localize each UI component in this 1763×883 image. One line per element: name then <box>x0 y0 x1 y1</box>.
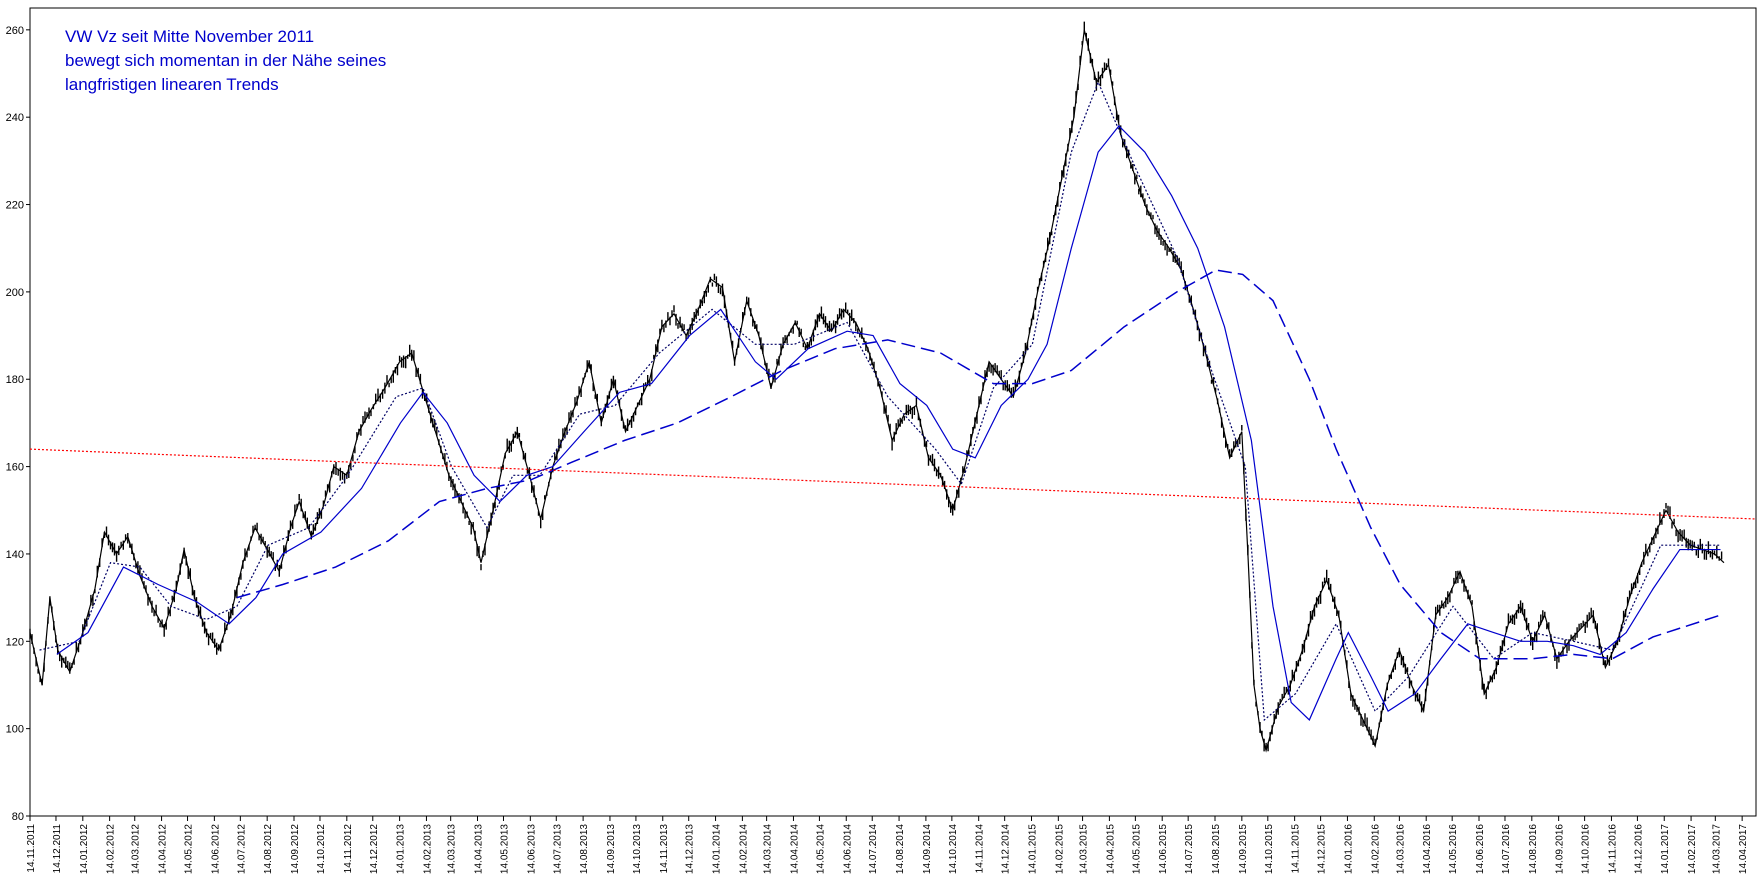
x-tick-label: 14.02.2012 <box>106 824 117 874</box>
y-tick-label: 200 <box>6 287 24 299</box>
x-tick-label: 14.05.2016 <box>1448 824 1459 874</box>
x-tick-label: 14.07.2016 <box>1501 824 1512 874</box>
x-tick-label: 14.12.2015 <box>1317 824 1328 874</box>
price-series <box>29 21 1725 753</box>
x-tick-label: 14.04.2016 <box>1422 824 1433 874</box>
x-tick-label: 14.08.2013 <box>579 824 590 874</box>
y-tick-label: 160 <box>6 462 24 474</box>
x-tick-label: 14.07.2012 <box>236 824 247 874</box>
chart-series <box>29 21 1757 753</box>
x-tick-label: 14.04.2012 <box>158 824 169 874</box>
x-tick-label: 14.09.2012 <box>290 824 301 874</box>
x-tick-label: 14.01.2013 <box>396 824 407 874</box>
x-tick-label: 14.12.2014 <box>1001 824 1012 874</box>
annotation-line-2: bewegt sich momentan in der Nähe seines <box>65 51 386 70</box>
y-tick-label: 140 <box>6 549 24 561</box>
x-tick-label: 14.09.2013 <box>606 824 617 874</box>
x-tick-label: 14.11.2013 <box>659 824 670 874</box>
x-tick-label: 14.05.2013 <box>499 824 510 874</box>
x-tick-label: 14.08.2014 <box>895 824 906 874</box>
x-tick-label: 14.08.2012 <box>263 824 274 874</box>
y-tick-label: 220 <box>6 200 24 212</box>
x-tick-label: 14.05.2014 <box>815 824 826 874</box>
x-tick-label: 14.09.2015 <box>1238 824 1249 874</box>
medium-moving-average-line <box>56 125 1721 721</box>
y-tick-label: 80 <box>12 811 24 823</box>
x-tick-label: 14.03.2017 <box>1711 824 1722 874</box>
x-tick-label: 14.04.2015 <box>1105 824 1116 874</box>
x-tick-label: 14.02.2015 <box>1054 824 1065 874</box>
x-tick-label: 14.05.2012 <box>184 824 195 874</box>
x-tick-label: 14.09.2016 <box>1555 824 1566 874</box>
x-tick-label: 14.06.2012 <box>210 824 221 874</box>
plot-frame <box>29 7 1757 817</box>
x-tick-label: 14.05.2015 <box>1131 824 1142 874</box>
x-tick-label: 14.06.2016 <box>1475 824 1486 874</box>
x-tick-label: 14.10.2012 <box>316 824 327 874</box>
x-tick-label: 14.11.2011 <box>26 824 37 873</box>
price-line <box>29 29 1725 753</box>
annotation-line-3: langfristigen linearen Trends <box>65 75 279 94</box>
y-tick-label: 260 <box>6 25 24 37</box>
x-tick-label: 14.08.2015 <box>1211 824 1222 874</box>
x-tick-label: 14.06.2014 <box>842 824 853 874</box>
price-bars <box>29 21 1723 752</box>
x-tick-label: 14.03.2016 <box>1395 824 1406 874</box>
x-tick-label: 14.02.2013 <box>422 824 433 874</box>
x-axis: 14.11.2011 14.12.2011 14.01.2012 14.02.2012… <box>26 816 1749 874</box>
chart-axes <box>29 7 1757 817</box>
y-tick-label: 120 <box>6 636 24 648</box>
x-tick-label: 14.01.2014 <box>712 824 723 874</box>
x-tick-label: 14.12.2013 <box>685 824 696 874</box>
y-tick-label: 180 <box>6 374 24 386</box>
x-tick-label: 14.04.2013 <box>474 824 485 874</box>
x-tick-label: 14.12.2011 <box>52 824 63 874</box>
x-tick-label: 14.10.2015 <box>1264 824 1275 874</box>
x-tick-label: 14.01.2016 <box>1343 824 1354 874</box>
x-tick-label: 14.02.2016 <box>1370 824 1381 874</box>
x-tick-label: 14.11.2016 <box>1607 824 1618 874</box>
x-tick-label: 14.04.2017 <box>1738 824 1749 874</box>
y-axis: 80 100 120 140 160 180 200 220 240 260 <box>6 25 30 823</box>
x-tick-label: 14.01.2017 <box>1660 824 1671 874</box>
x-tick-label: 14.12.2016 <box>1633 824 1644 874</box>
x-tick-label: 14.04.2014 <box>789 824 800 874</box>
x-tick-label: 14.07.2015 <box>1184 824 1195 874</box>
x-tick-label: 14.01.2015 <box>1027 824 1038 874</box>
x-tick-label: 14.02.2014 <box>738 824 749 874</box>
x-tick-label: 14.10.2013 <box>632 824 643 874</box>
annotation-line-1: VW Vz seit Mitte November 2011 <box>65 27 314 46</box>
linear-trend-line <box>29 448 1757 520</box>
x-tick-label: 14.07.2014 <box>868 824 879 874</box>
x-tick-label: 14.11.2015 <box>1291 824 1302 874</box>
x-tick-label: 14.11.2012 <box>343 824 354 874</box>
x-tick-label: 14.07.2013 <box>552 824 563 874</box>
x-tick-label: 14.09.2014 <box>922 824 933 874</box>
y-tick-label: 240 <box>6 112 24 124</box>
x-tick-label: 14.03.2013 <box>447 824 458 874</box>
x-tick-label: 14.12.2012 <box>369 824 380 874</box>
y-tick-label: 100 <box>6 724 24 736</box>
chart-annotation: VW Vz seit Mitte November 2011 bewegt si… <box>65 27 386 94</box>
x-tick-label: 14.10.2014 <box>948 824 959 874</box>
long-moving-average-line <box>236 269 1721 660</box>
x-tick-label: 14.11.2014 <box>975 824 986 874</box>
x-tick-label: 14.06.2013 <box>526 824 537 874</box>
x-tick-label: 14.01.2012 <box>79 824 90 874</box>
x-tick-label: 14.06.2015 <box>1158 824 1169 874</box>
x-tick-label: 14.03.2012 <box>131 824 142 874</box>
x-tick-label: 14.10.2016 <box>1581 824 1592 874</box>
x-tick-label: 14.02.2017 <box>1687 824 1698 874</box>
x-tick-label: 14.08.2016 <box>1528 824 1539 874</box>
x-tick-label: 14.03.2015 <box>1079 824 1090 874</box>
x-tick-label: 14.03.2014 <box>763 824 774 874</box>
